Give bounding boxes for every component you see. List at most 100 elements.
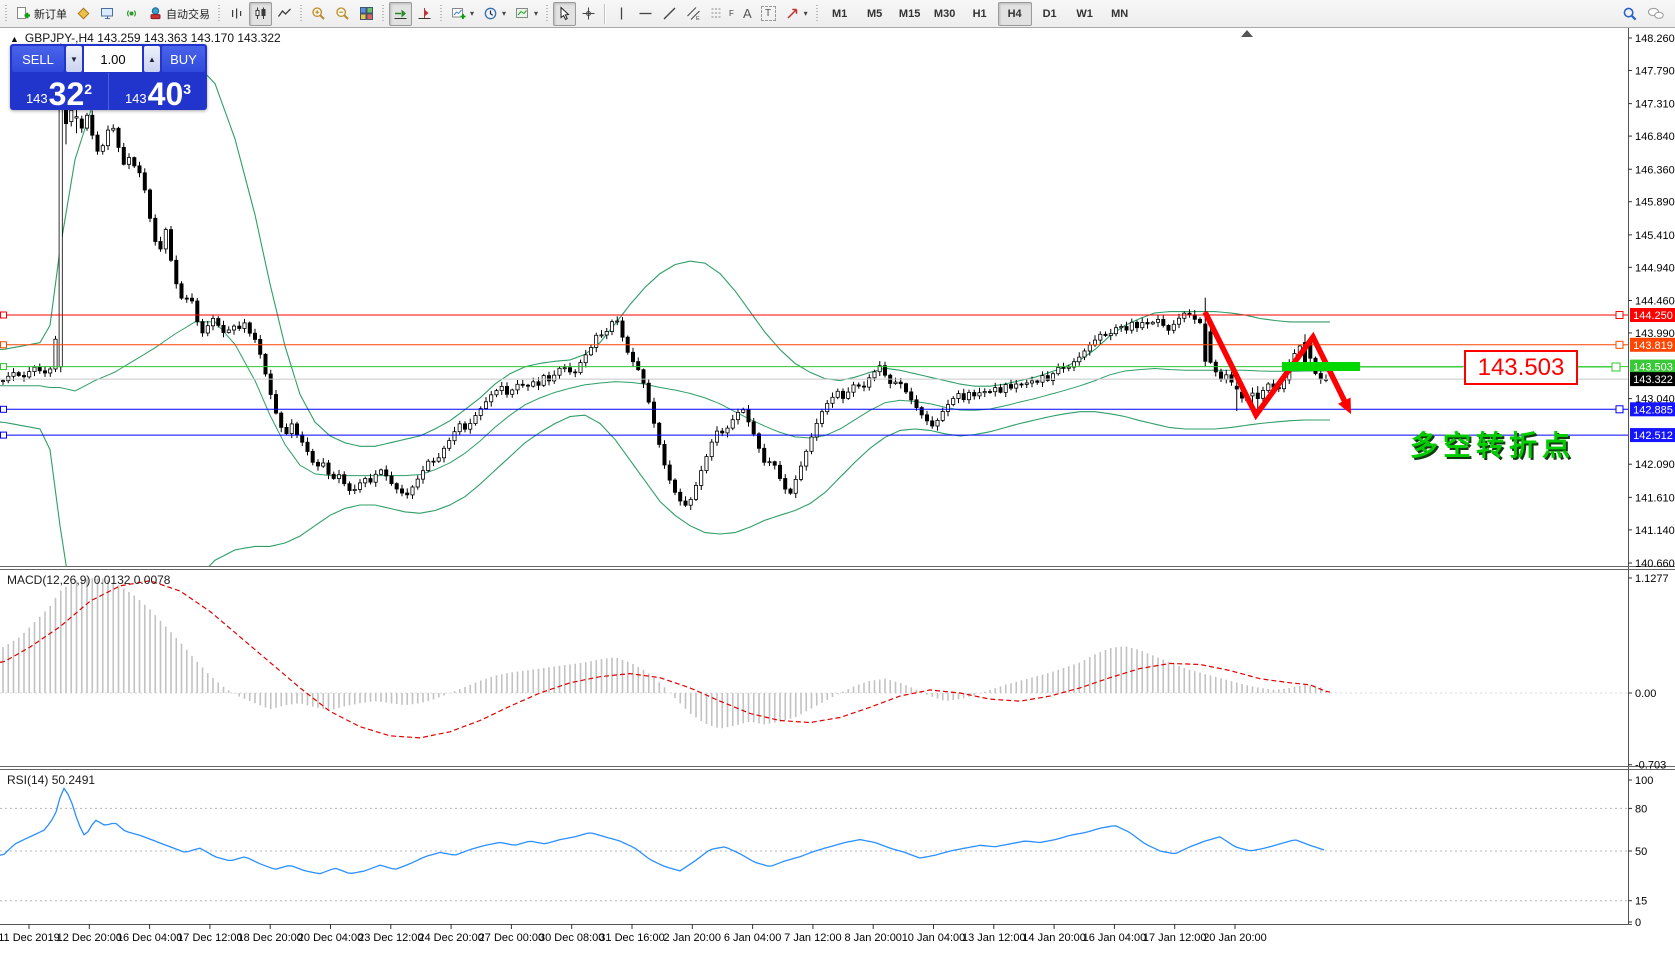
vertical-line-icon bbox=[614, 6, 629, 21]
template-icon bbox=[515, 6, 530, 21]
zoom-in-button[interactable] bbox=[307, 2, 330, 26]
timeframe-d1-button[interactable]: D1 bbox=[1042, 7, 1057, 20]
gold-badge-icon bbox=[76, 6, 91, 21]
volume-decrease-button[interactable]: ▼ bbox=[66, 46, 82, 72]
ohlc-values: 143.259 143.363 143.170 143.322 bbox=[97, 31, 281, 45]
sell-button[interactable]: SELL bbox=[12, 46, 64, 72]
svg-text:145.890: 145.890 bbox=[1635, 197, 1675, 209]
dropdown-arrow-icon: ▾ bbox=[502, 9, 507, 18]
toolbar-grip[interactable] bbox=[381, 4, 386, 23]
volume-increase-button[interactable]: ▲ bbox=[144, 46, 160, 72]
svg-text:143.990: 143.990 bbox=[1635, 328, 1675, 340]
svg-text:80: 80 bbox=[1635, 803, 1647, 815]
tile-windows-button[interactable] bbox=[355, 2, 378, 26]
chart-canvas[interactable]: 148.260 147.790 147.310 146.840 146.360 145.8… bbox=[0, 28, 1675, 953]
svg-text:10 Jan 04:00: 10 Jan 04:00 bbox=[902, 932, 966, 944]
svg-text:140.660: 140.660 bbox=[1635, 558, 1675, 570]
toolbar-grip[interactable] bbox=[545, 4, 551, 23]
svg-text:11 Dec 2019: 11 Dec 2019 bbox=[0, 932, 60, 944]
symbol-title: GBPJPY-,H4 bbox=[24, 31, 94, 45]
channel-tool-button[interactable]: E bbox=[682, 2, 705, 26]
buy-price[interactable]: 143 40 3 bbox=[108, 73, 207, 110]
toolbar-grip[interactable] bbox=[439, 4, 444, 23]
toolbar-grip[interactable] bbox=[4, 4, 9, 23]
horizontal-levels-layer bbox=[0, 311, 1628, 439]
zoom-out-button[interactable] bbox=[331, 2, 354, 26]
timeframe-m15-button[interactable]: M15 bbox=[898, 7, 921, 20]
rsi-panel bbox=[0, 787, 1628, 902]
main-price-panel bbox=[0, 43, 1330, 566]
svg-text:100: 100 bbox=[1635, 775, 1653, 787]
history-center-button[interactable] bbox=[72, 2, 95, 26]
timeframe-mn-button[interactable]: MN bbox=[1111, 7, 1129, 20]
svg-text:1.1277: 1.1277 bbox=[1635, 573, 1669, 585]
chart-shift-icon bbox=[417, 6, 432, 21]
clock-icon bbox=[483, 6, 498, 21]
arrows-tool-button[interactable]: ▾ bbox=[781, 2, 812, 26]
svg-text:146.360: 146.360 bbox=[1635, 164, 1675, 176]
channel-icon: E bbox=[686, 6, 701, 21]
trendline-tool-button[interactable] bbox=[658, 2, 681, 26]
price-callout-label[interactable]: 143.503 bbox=[1464, 350, 1578, 385]
community-chat-button[interactable] bbox=[1643, 2, 1669, 26]
label-tool-icon: T bbox=[760, 6, 776, 21]
svg-text:20 Dec 04:00: 20 Dec 04:00 bbox=[298, 932, 363, 944]
timeframe-m30-button[interactable]: M30 bbox=[933, 7, 956, 20]
text-label-tool-button[interactable]: T bbox=[757, 2, 780, 26]
vertical-line-tool-button[interactable] bbox=[610, 2, 633, 26]
svg-text:18 Dec 20:00: 18 Dec 20:00 bbox=[237, 932, 302, 944]
buy-button[interactable]: BUY bbox=[162, 46, 205, 72]
horizontal-line-tool-button[interactable] bbox=[634, 2, 657, 26]
signals-button[interactable] bbox=[120, 2, 143, 26]
svg-text:17 Dec 12:00: 17 Dec 12:00 bbox=[177, 932, 242, 944]
auto-scroll-button[interactable] bbox=[389, 1, 412, 26]
svg-text:142.090: 142.090 bbox=[1635, 459, 1675, 471]
tile-windows-icon bbox=[359, 6, 374, 21]
toolbar-grip[interactable] bbox=[814, 4, 820, 23]
timeframe-w1-button[interactable]: W1 bbox=[1076, 7, 1093, 20]
svg-text:7 Jan 12:00: 7 Jan 12:00 bbox=[784, 932, 842, 944]
periods-button[interactable]: ▾ bbox=[479, 2, 510, 26]
new-order-icon bbox=[16, 6, 31, 21]
turning-point-note[interactable]: 多空转折点 bbox=[1410, 430, 1576, 461]
timeframe-m1-button[interactable]: M1 bbox=[831, 7, 848, 20]
market-watch-button[interactable] bbox=[96, 2, 119, 26]
line-chart-button[interactable] bbox=[273, 2, 296, 26]
toolbar-grip[interactable] bbox=[299, 4, 304, 23]
line-chart-icon bbox=[277, 6, 292, 21]
indicators-button[interactable]: ▾ bbox=[447, 2, 478, 26]
new-order-label: 新订单 bbox=[34, 8, 67, 21]
new-order-button[interactable]: 新订单 bbox=[12, 2, 71, 26]
svg-text:148.260: 148.260 bbox=[1635, 33, 1675, 45]
sell-price[interactable]: 143 32 2 bbox=[25, 75, 93, 110]
svg-text:E: E bbox=[696, 16, 700, 21]
svg-text:12 Dec 20:00: 12 Dec 20:00 bbox=[57, 932, 122, 944]
svg-text:16 Jan 04:00: 16 Jan 04:00 bbox=[1083, 932, 1147, 944]
bar-chart-button[interactable] bbox=[225, 2, 248, 26]
svg-text:143.322: 143.322 bbox=[1633, 374, 1673, 386]
volume-input[interactable]: 1.00 bbox=[84, 46, 142, 72]
monitor-icon bbox=[100, 6, 115, 21]
crosshair-tool-button[interactable] bbox=[577, 2, 600, 26]
timeframe-h1-button[interactable]: H1 bbox=[972, 7, 987, 20]
toolbar-grip[interactable] bbox=[217, 4, 222, 23]
fibonacci-tool-button[interactable]: F bbox=[706, 2, 738, 26]
search-button[interactable] bbox=[1618, 2, 1642, 26]
cursor-tool-button[interactable] bbox=[553, 1, 577, 26]
timeframe-h4-button[interactable]: H4 bbox=[997, 1, 1032, 26]
candlestick-chart-button[interactable] bbox=[249, 1, 272, 26]
svg-text:-0.703: -0.703 bbox=[1635, 760, 1666, 772]
timeframe-m5-button[interactable]: M5 bbox=[866, 7, 883, 20]
collapse-panel-icon[interactable]: ▲ bbox=[10, 34, 19, 44]
horizontal-line-icon bbox=[638, 6, 653, 21]
svg-text:147.310: 147.310 bbox=[1635, 99, 1675, 111]
indicators-icon bbox=[451, 6, 466, 21]
text-tool-button[interactable]: A bbox=[739, 2, 756, 26]
svg-text:30 Dec 08:00: 30 Dec 08:00 bbox=[539, 932, 604, 944]
chart-shift-button[interactable] bbox=[413, 2, 436, 26]
templates-button[interactable]: ▾ bbox=[511, 2, 542, 26]
svg-text:141.610: 141.610 bbox=[1635, 492, 1675, 504]
chat-icon bbox=[1647, 6, 1665, 21]
autotrading-button[interactable]: 自动交易 bbox=[144, 2, 214, 26]
